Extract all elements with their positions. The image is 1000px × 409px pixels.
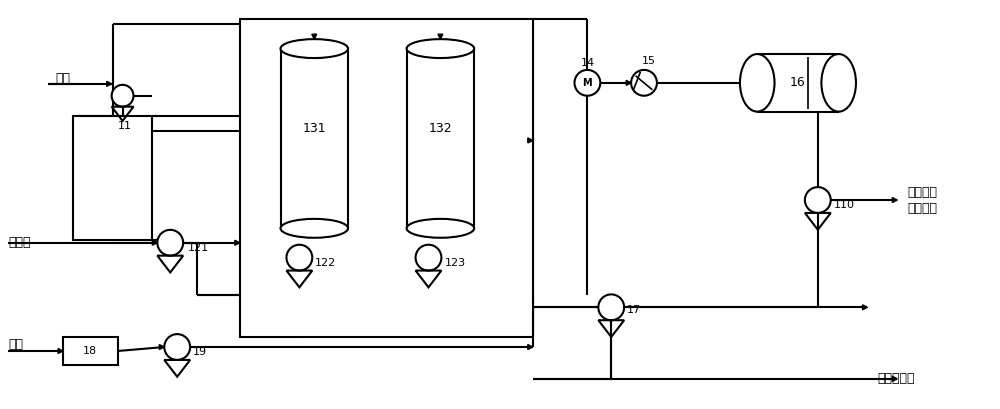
Text: 稀碱液排放: 稀碱液排放 [877, 372, 915, 385]
Bar [281, 49, 348, 228]
Text: 碱液: 碱液 [8, 337, 23, 351]
Bar [757, 54, 839, 112]
Text: 蒸汽: 蒸汽 [55, 72, 70, 85]
Polygon shape [438, 34, 443, 39]
Bar [63, 337, 118, 365]
Circle shape [164, 334, 190, 360]
Text: 123: 123 [444, 258, 466, 267]
Text: 110: 110 [834, 200, 855, 210]
Text: 122: 122 [315, 258, 337, 267]
Bar [73, 116, 152, 240]
Circle shape [631, 70, 657, 96]
Polygon shape [235, 240, 240, 245]
Polygon shape [159, 344, 164, 350]
Polygon shape [743, 80, 748, 85]
Text: 15: 15 [642, 56, 656, 66]
Text: 14: 14 [580, 58, 594, 68]
Polygon shape [152, 240, 157, 245]
Circle shape [805, 187, 831, 213]
Text: 17: 17 [627, 305, 641, 315]
Polygon shape [892, 376, 897, 381]
Ellipse shape [821, 54, 856, 112]
Circle shape [574, 70, 600, 96]
Text: 18: 18 [83, 346, 97, 356]
Text: 121: 121 [188, 243, 209, 253]
Ellipse shape [407, 219, 474, 238]
Polygon shape [107, 81, 112, 86]
Text: 16: 16 [790, 76, 806, 89]
Circle shape [286, 245, 312, 270]
Polygon shape [528, 138, 533, 143]
Polygon shape [892, 198, 897, 202]
Polygon shape [312, 34, 317, 39]
Text: 131: 131 [302, 122, 326, 135]
Circle shape [112, 85, 134, 107]
Bar [240, 19, 533, 337]
Circle shape [598, 294, 624, 320]
Text: 正丁醛: 正丁醛 [8, 236, 31, 249]
Text: 11: 11 [118, 121, 132, 130]
Polygon shape [58, 348, 63, 353]
Circle shape [157, 230, 183, 256]
Ellipse shape [281, 39, 348, 58]
Ellipse shape [281, 219, 348, 238]
Text: 132: 132 [429, 122, 452, 135]
Polygon shape [863, 305, 867, 310]
Text: M: M [583, 78, 592, 88]
Polygon shape [626, 80, 631, 85]
Circle shape [416, 245, 441, 270]
Text: 19: 19 [193, 347, 207, 357]
Text: 辛烯醛去
加氢工序: 辛烯醛去 加氢工序 [907, 186, 937, 215]
Bar [407, 49, 474, 228]
Ellipse shape [740, 54, 775, 112]
Ellipse shape [407, 39, 474, 58]
Polygon shape [528, 344, 533, 350]
